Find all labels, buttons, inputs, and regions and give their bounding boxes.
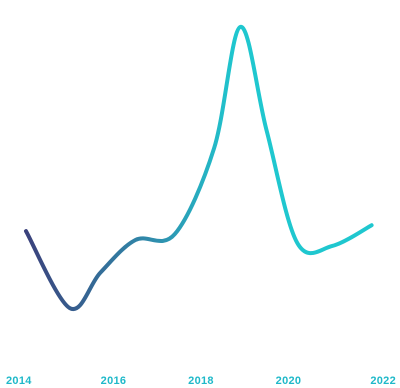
series-layer	[24, 24, 374, 312]
x-tick-label-2018: 2018	[188, 375, 214, 387]
x-tick-label-2014: 2014	[6, 375, 32, 387]
x-tick-label-2016: 2016	[101, 375, 127, 387]
x-tick-label-2022: 2022	[370, 375, 396, 387]
x-axis-ticks: 2014 2016 2018 2020 2022	[6, 375, 396, 387]
series-line-0	[24, 24, 374, 312]
x-tick-label-2020: 2020	[276, 375, 302, 387]
